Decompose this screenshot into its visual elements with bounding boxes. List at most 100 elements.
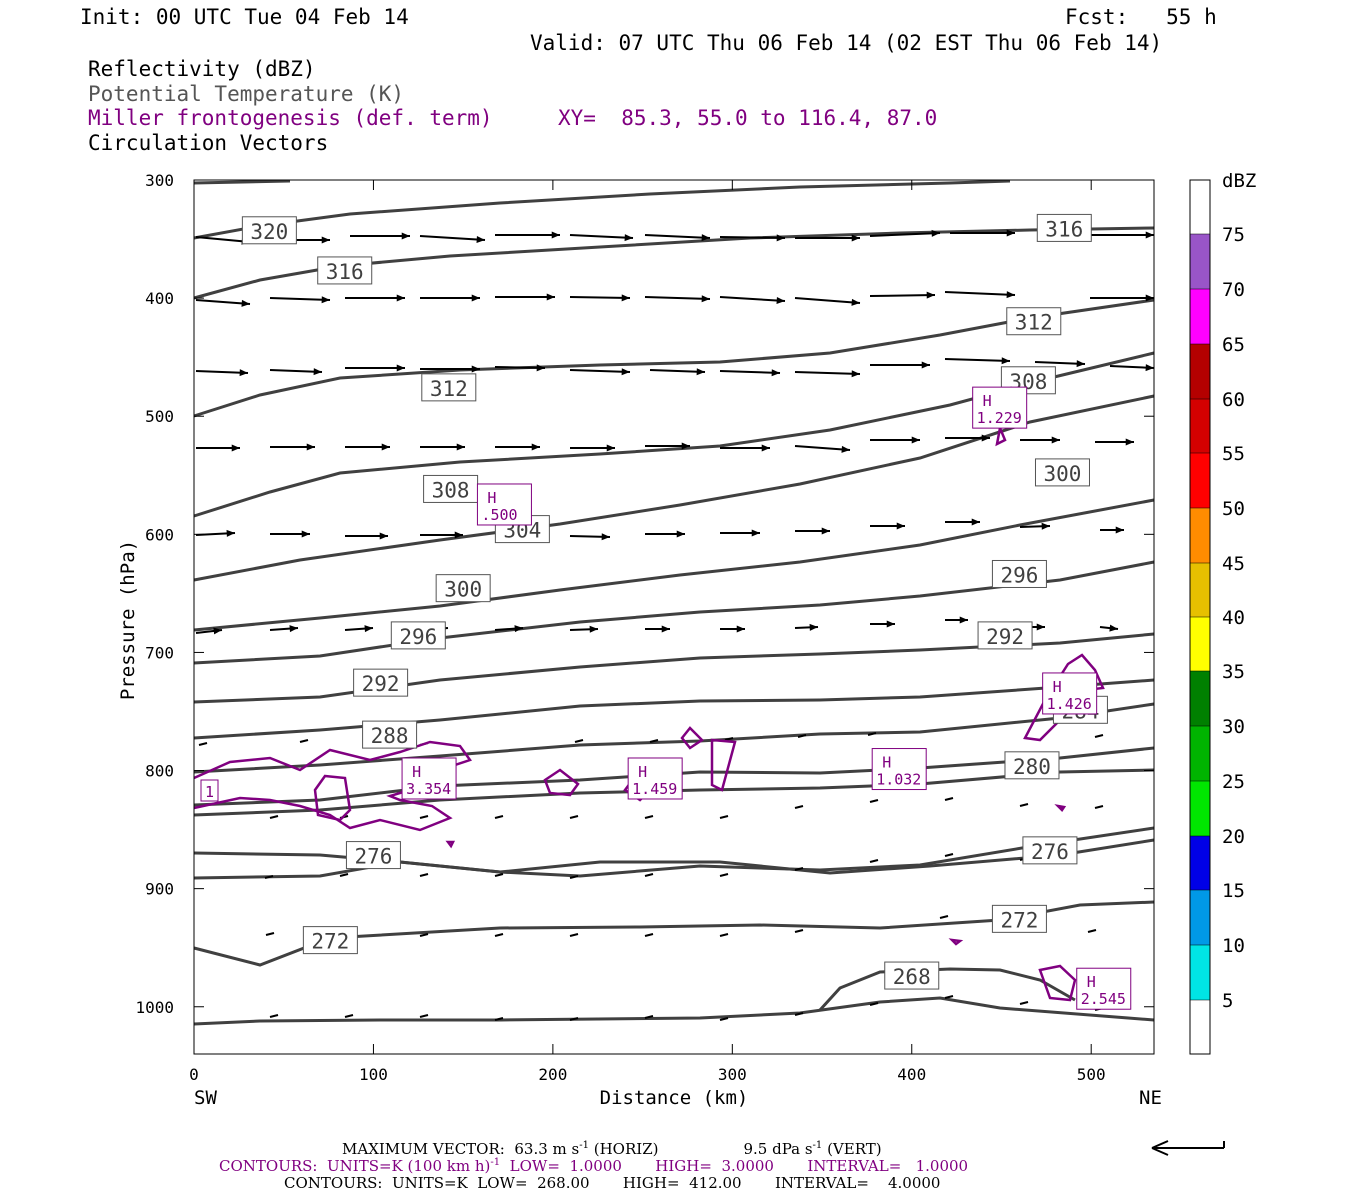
- circulation-vector: [794, 623, 819, 631]
- theta-contour: [193, 226, 1155, 300]
- circulation-vector: [870, 522, 905, 530]
- circulation-vector: [1109, 364, 1155, 372]
- circulation-vector: [870, 620, 895, 628]
- theta-label: 272: [991, 904, 1047, 933]
- theta-label-text: 280: [1013, 755, 1051, 779]
- circulation-vector: [569, 368, 631, 376]
- reference-vector-arrow: [1151, 1140, 1225, 1156]
- circulation-vector: [495, 443, 540, 451]
- x-tick-label: 300: [718, 1065, 747, 1084]
- circulation-vector: [195, 299, 251, 307]
- theta-label-text: 272: [311, 930, 349, 954]
- circulation-vector: [944, 291, 1016, 299]
- circulation-vector: [1094, 734, 1104, 738]
- fronto-label-box: [1042, 672, 1098, 715]
- theta-label: 300: [1034, 458, 1090, 487]
- colorbar-label: 5: [1222, 990, 1233, 1012]
- colorbar-swatch: [1190, 563, 1210, 617]
- cross-section-xy: XY= 85.3, 55.0 to 116.4, 87.0: [558, 106, 938, 130]
- circulation-vector: [1100, 526, 1124, 534]
- theta-label: 308: [423, 474, 479, 503]
- theta-label-text: 320: [250, 220, 288, 244]
- theta-contour: [193, 826, 1155, 878]
- valid-time: Valid: 07 UTC Thu 06 Feb 14 (02 EST Thu …: [530, 31, 1163, 55]
- theta-label-text: 308: [432, 478, 470, 502]
- circulation-vector: [869, 1002, 879, 1006]
- circulation-vector: [794, 297, 861, 306]
- frontogenesis-contour: [193, 740, 473, 832]
- circulation-vector: [867, 732, 877, 736]
- fronto-label-value: .500: [481, 506, 517, 524]
- x-axis-label: Distance (km): [600, 1087, 749, 1109]
- legend-theta: Potential Temperature (K): [88, 82, 405, 106]
- colorbar-swatch: [1190, 781, 1210, 836]
- fronto-label-h: H: [487, 489, 496, 507]
- circulation-vector: [195, 369, 249, 377]
- circulation-vector: [1019, 1001, 1029, 1005]
- y-tick-label: 600: [145, 525, 174, 544]
- colorbar-swatch: [1190, 945, 1210, 1000]
- circulation-vector: [944, 853, 954, 857]
- circulation-vector: [724, 737, 734, 741]
- circulation-vector: [269, 296, 331, 304]
- y-tick-label: 400: [145, 289, 174, 308]
- frontogenesis-contour: [1038, 964, 1077, 1002]
- circulation-vector: [570, 444, 615, 452]
- forecast-hour: Fcst: 55 h: [1065, 5, 1217, 29]
- fronto-label-value: 1.426: [1047, 695, 1092, 713]
- theta-label-box: [390, 621, 446, 650]
- theta-label-box: [362, 720, 418, 749]
- circulation-vector: [1087, 929, 1097, 933]
- circulation-vector: [574, 739, 584, 743]
- theta-contour: [193, 838, 1155, 880]
- theta-label: 296: [991, 559, 1047, 588]
- fronto-label-box: [972, 386, 1028, 429]
- circulation-vector: [269, 625, 299, 633]
- frontogenesis-max-label: H1.032: [871, 748, 927, 791]
- circulation-vector: [870, 436, 920, 444]
- circulation-vector: [719, 873, 729, 877]
- circulation-vector: [869, 859, 879, 863]
- frontogenesis-max-label: H1.426: [1042, 672, 1098, 715]
- theta-label-box: [884, 961, 940, 990]
- circulation-vector: [720, 529, 760, 537]
- circulation-vector: [569, 533, 611, 541]
- circulation-vector: [1099, 624, 1119, 632]
- circulation-vector: [649, 368, 706, 376]
- legend-reflectivity: Reflectivity (dBZ): [88, 57, 316, 81]
- colorbar-swatch: [1190, 617, 1210, 671]
- circulation-vector: [644, 873, 654, 877]
- circulation-vector: [419, 873, 429, 877]
- colorbar-label: 20: [1222, 826, 1245, 848]
- fronto-label-box: [627, 757, 683, 800]
- circulation-vector: [344, 625, 374, 633]
- theta-label-text: 292: [986, 625, 1024, 649]
- theta-label: 280: [1004, 751, 1060, 780]
- circulation-vector: [420, 365, 480, 373]
- theta-contour: [193, 498, 1155, 632]
- circulation-vector: [419, 815, 429, 819]
- circulation-vector: [270, 530, 310, 538]
- circulation-vector: [1090, 231, 1154, 239]
- circulation-vector: [265, 932, 275, 936]
- circulation-vector: [345, 532, 388, 540]
- theta-label-text: 276: [354, 845, 392, 869]
- theta-label: 276: [1022, 836, 1078, 865]
- circulation-vector: [494, 873, 504, 877]
- fronto-label-box: [401, 757, 457, 800]
- circulation-vector: [1095, 438, 1134, 446]
- fronto-low-text: 1: [205, 783, 214, 801]
- circulation-vector: [345, 443, 390, 451]
- circulation-vector: [264, 875, 274, 879]
- theta-label-box: [1036, 213, 1092, 242]
- colorbar-swatch: [1190, 399, 1210, 453]
- colorbar-label: 70: [1222, 279, 1245, 301]
- theta-label-box: [977, 621, 1033, 650]
- circulation-vector: [1019, 803, 1029, 807]
- colorbar-swatch: [1190, 508, 1210, 563]
- circulation-vector: [419, 933, 429, 937]
- frontogenesis-contour: [680, 726, 704, 750]
- x-tick-label: 500: [1077, 1065, 1106, 1084]
- frontogenesis-contour: [995, 423, 1007, 447]
